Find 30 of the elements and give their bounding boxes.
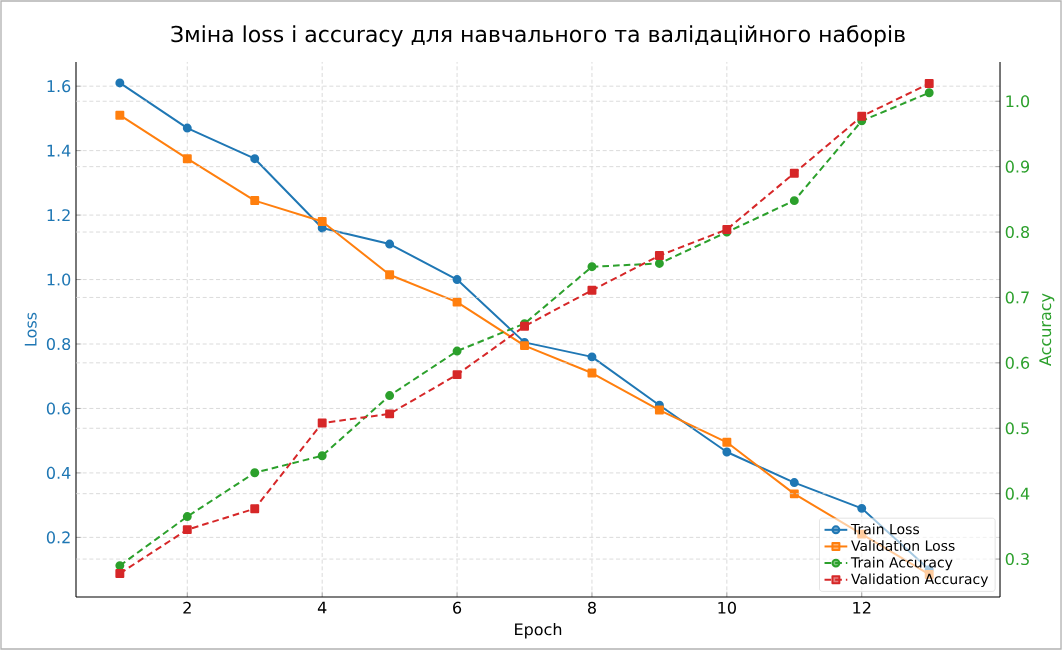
- y2-tick-label: 0.9: [1005, 160, 1030, 173]
- y2-tick-label: 0.7: [1005, 291, 1029, 304]
- y-tick-label: 0.4: [46, 466, 71, 479]
- legend-label: Train Loss: [850, 523, 920, 535]
- y-tick-label: 0.2: [46, 531, 70, 544]
- legend-label: Validation Accuracy: [851, 573, 989, 587]
- x-tick-label: 4: [317, 601, 327, 614]
- y2-axis-title: Accuracy: [1039, 293, 1055, 366]
- y-tick-label: 1.6: [47, 80, 71, 93]
- y-tick-label: 0.8: [46, 337, 71, 351]
- y-axis-title: Loss: [24, 312, 37, 346]
- x-tick-label: 6: [453, 601, 462, 614]
- y2-tick-label: 0.3: [1005, 553, 1029, 566]
- y2-tick-label: 1.0: [1006, 95, 1030, 108]
- chart-title: Зміна loss і accuracy для навчального та валідаційного наборів: [171, 24, 905, 47]
- y2-tick-label: 0.5: [1005, 422, 1029, 435]
- x-tick-label: 12: [853, 601, 871, 614]
- legend-label: Train Accuracy: [850, 556, 953, 571]
- y-tick-label: 0.6: [46, 402, 71, 415]
- x-tick-label: 2: [183, 601, 191, 614]
- x-tick-label: 10: [718, 601, 736, 614]
- y-tick-label: 1.4: [47, 144, 71, 157]
- y2-tick-label: 0.4: [1005, 487, 1030, 500]
- legend-label: Validation Loss: [851, 540, 955, 551]
- x-tick-label: 8: [587, 601, 596, 614]
- y2-tick-label: 0.8: [1005, 225, 1030, 239]
- y2-tick-label: 0.6: [1005, 356, 1030, 369]
- y-tick-label: 1.2: [47, 209, 70, 222]
- x-axis-title: Epoch: [515, 622, 562, 639]
- y-tick-label: 1.0: [47, 273, 71, 286]
